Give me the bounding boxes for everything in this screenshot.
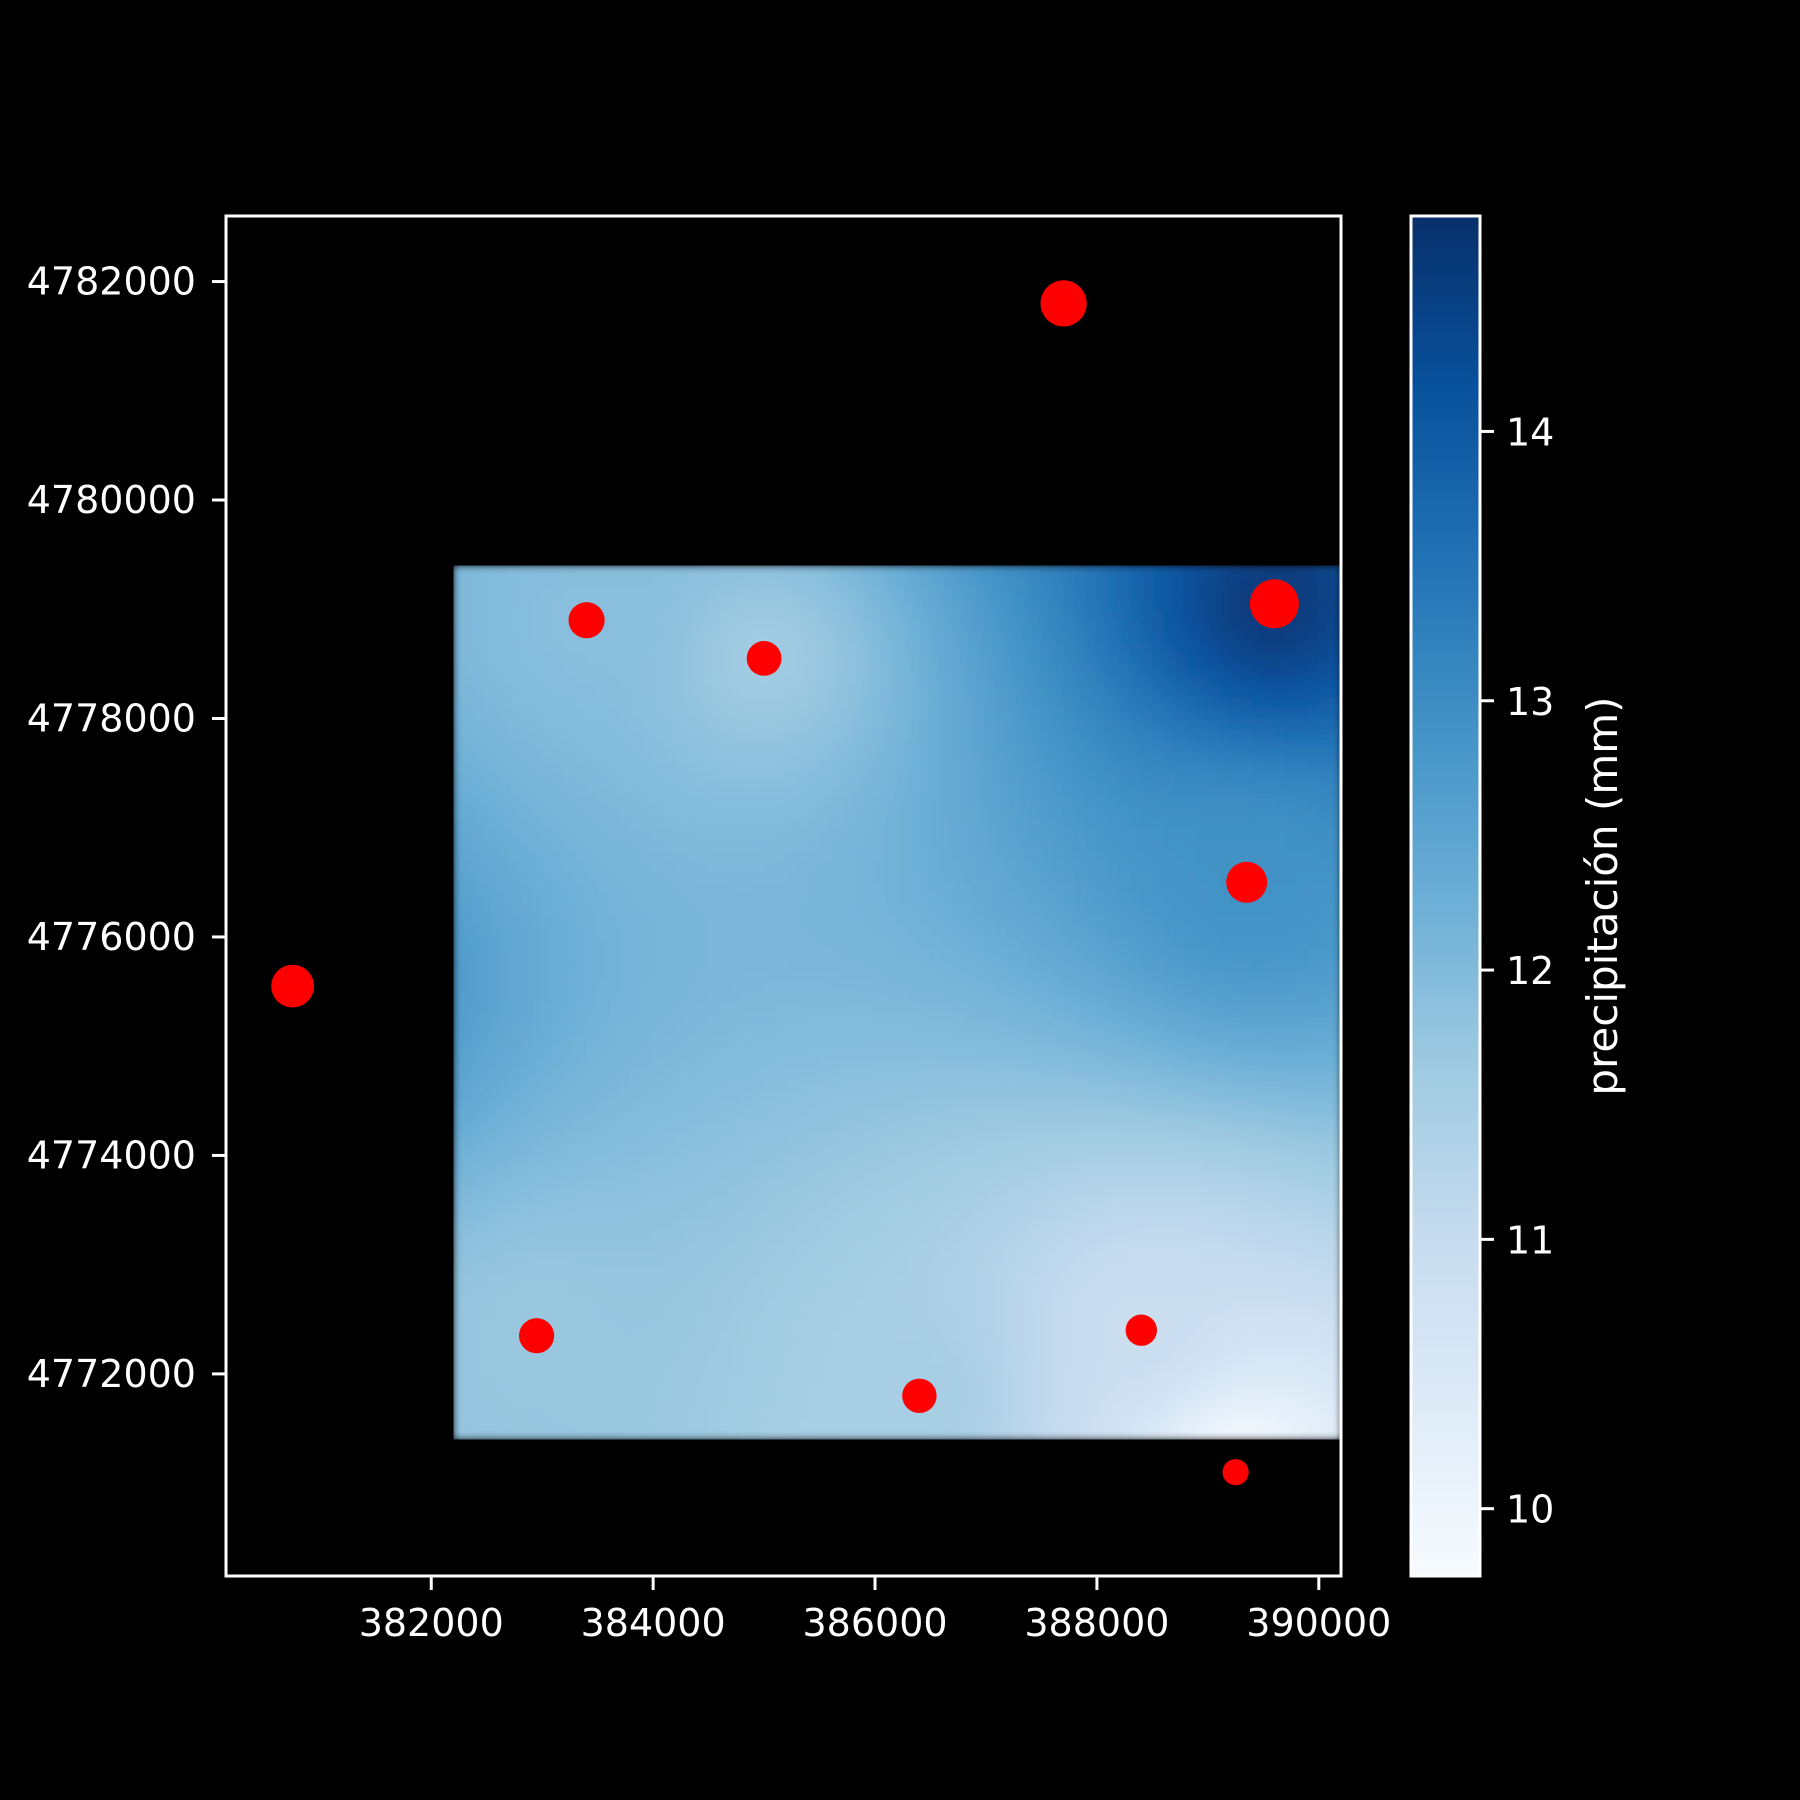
station-markers	[271, 280, 1299, 1486]
x-tick-label: 382000	[359, 1601, 504, 1645]
station-marker	[271, 964, 314, 1008]
colorbar: 10 11 12 13 14 precipitación (mm)	[1409, 214, 1627, 1578]
y-tick-label: 4778000	[27, 696, 196, 740]
plot-area-frame	[224, 214, 1343, 1578]
x-tick-label: 390000	[1246, 1601, 1391, 1645]
colorbar-gradient	[1411, 216, 1480, 1576]
station-marker	[1249, 579, 1299, 629]
colorbar-tick-label: 12	[1506, 949, 1554, 993]
y-tick-label: 4774000	[27, 1133, 196, 1177]
y-tick-label: 4782000	[27, 260, 196, 304]
station-marker	[1222, 1459, 1249, 1486]
colorbar-tick-label: 14	[1506, 410, 1554, 454]
y-tick-label: 4776000	[27, 915, 196, 959]
colorbar-tick-label: 10	[1506, 1488, 1554, 1532]
station-marker	[568, 602, 605, 639]
colorbar-label: precipitación (mm)	[1578, 696, 1627, 1095]
y-axis: 4772000 4774000 4776000 4778000 4780000 47820…	[27, 260, 226, 1396]
colorbar-tick-label: 13	[1506, 680, 1554, 724]
station-marker	[746, 641, 782, 676]
station-marker	[519, 1318, 555, 1354]
x-tick-label: 386000	[802, 1601, 947, 1645]
x-axis: 382000 384000 386000 388000 390000	[359, 1576, 1391, 1645]
x-tick-label: 384000	[581, 1601, 726, 1645]
station-marker	[902, 1378, 937, 1414]
colorbar-tick-label: 11	[1506, 1218, 1554, 1262]
y-tick-label: 4780000	[27, 478, 196, 522]
colorbar-ticks: 10 11 12 13 14	[1480, 410, 1554, 1532]
y-tick-label: 4772000	[27, 1352, 196, 1396]
x-tick-label: 388000	[1024, 1601, 1169, 1645]
colorbar-frame	[1409, 214, 1482, 1578]
station-marker	[1226, 861, 1268, 903]
station-marker	[1040, 280, 1087, 327]
station-marker	[1125, 1314, 1158, 1346]
precipitation-raster	[453, 565, 1341, 1440]
